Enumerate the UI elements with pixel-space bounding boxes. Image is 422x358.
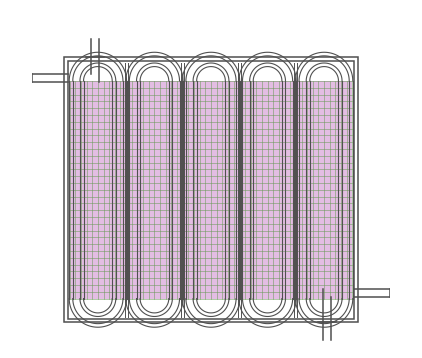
Bar	[70, 81, 126, 299]
Bar	[296, 81, 352, 299]
Bar	[126, 81, 183, 299]
Bar	[239, 81, 296, 299]
Bar	[68, 61, 354, 319]
Bar	[64, 57, 358, 322]
Bar	[183, 81, 239, 299]
